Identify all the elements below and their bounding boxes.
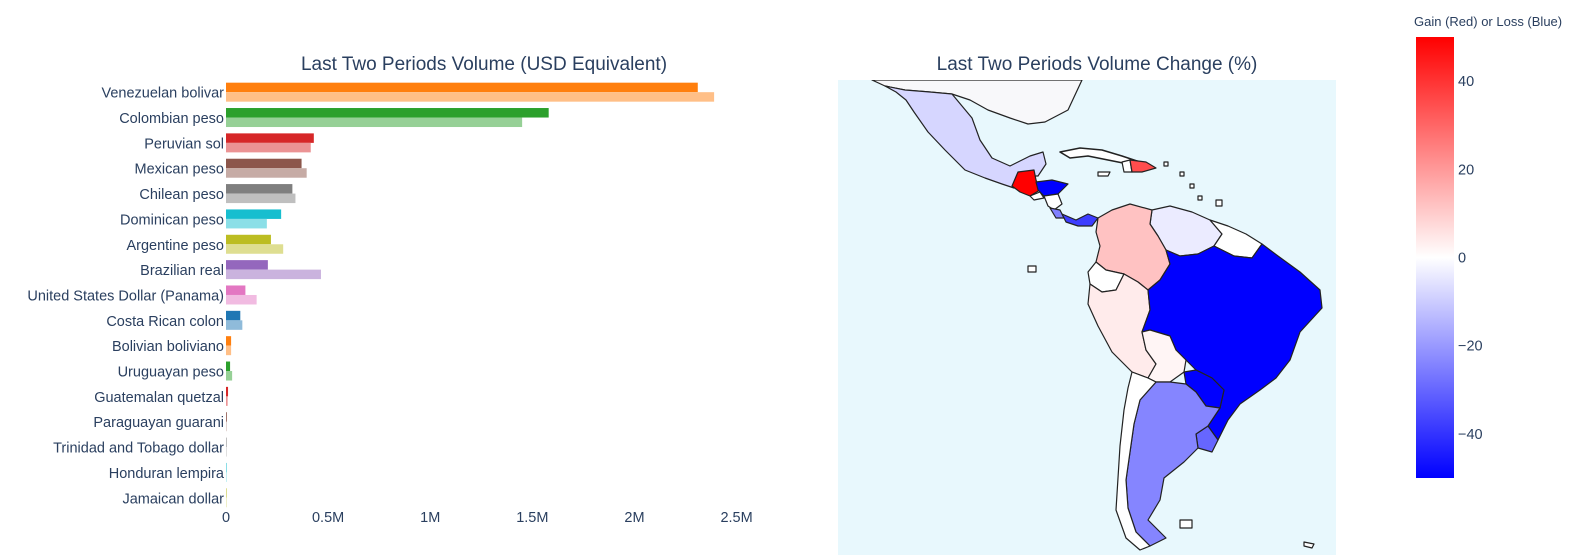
category-label: Uruguayan peso (118, 365, 224, 381)
choropleth-map: Last Two Periods Volume Change (%) (838, 54, 1336, 556)
colorbar-tick-label: 0 (1458, 251, 1466, 267)
bar-chart: Last Two Periods Volume (USD Equivalent)… (27, 54, 752, 526)
bar-current (226, 82, 698, 93)
bar-previous (226, 320, 243, 330)
x-tick-label: 2M (624, 510, 644, 526)
colorbar-tick-label: 20 (1458, 162, 1474, 178)
region-chile (1115, 371, 1157, 551)
bar-previous (226, 371, 233, 381)
bar-previous (226, 294, 257, 305)
category-label: Chilean peso (139, 187, 224, 203)
bar-previous (226, 92, 715, 102)
region-el-salvador (1029, 191, 1045, 201)
region-jamaica (1097, 171, 1111, 177)
bar-current (226, 361, 231, 372)
colorbar-tick-label: −20 (1458, 339, 1483, 355)
bar-current (226, 158, 302, 169)
category-label: Paraguayan guarani (93, 415, 224, 431)
bar-previous (226, 269, 321, 280)
x-tick-label: 1M (420, 510, 440, 526)
region-dominican-republic (1129, 159, 1157, 173)
map-title: Last Two Periods Volume Change (%) (937, 54, 1258, 75)
bar-previous (226, 142, 311, 153)
bar-current (226, 488, 227, 498)
category-label: Argentine peso (126, 238, 224, 254)
colorbar-gradient (1416, 37, 1454, 478)
bar-previous (226, 117, 523, 128)
region-panama (1061, 213, 1099, 227)
x-tick-label: 0 (222, 510, 230, 526)
bar-previous (226, 447, 227, 457)
category-label: Mexican peso (135, 162, 224, 178)
bar-current (226, 184, 293, 194)
bar-previous (226, 497, 227, 508)
category-label: Trinidad and Tobago dollar (53, 441, 224, 457)
bar-previous (226, 218, 267, 229)
region-trinidad-and-tobago (1215, 199, 1223, 207)
category-labels: Venezuelan bolivar Colombian peso Peruvian… (27, 86, 225, 508)
x-tick-label: 2.5M (720, 510, 752, 526)
colorbar-ticks: 40 20 0 −20 −40 (1458, 74, 1483, 443)
category-label: Jamaican dollar (122, 491, 224, 507)
category-label: Colombian peso (119, 111, 224, 127)
bar-current (226, 209, 282, 219)
x-tick-label: 0.5M (312, 510, 344, 526)
region-south-georgia (1303, 541, 1315, 549)
bar-current (226, 336, 232, 346)
bar-previous (226, 168, 307, 178)
colorbar-title: Gain (Red) or Loss (Blue) (1414, 14, 1562, 29)
category-label: Peruvian sol (144, 136, 224, 152)
bar-marks (226, 82, 715, 508)
bar-previous (226, 193, 296, 204)
bar-current (226, 462, 227, 473)
category-label: Bolivian boliviano (112, 339, 224, 355)
region-mexico (884, 85, 1047, 189)
bar-previous (226, 396, 228, 406)
bar-current (226, 412, 227, 422)
bar-current (226, 310, 241, 321)
x-tick-label: 1.5M (516, 510, 548, 526)
region-lesser-antilles (1163, 161, 1203, 201)
region-bolivia (1141, 329, 1187, 383)
category-label: Costa Rican colon (106, 314, 224, 330)
category-label: Honduran lempira (109, 466, 225, 482)
bar-chart-title: Last Two Periods Volume (USD Equivalent) (301, 54, 667, 75)
category-label: Dominican peso (120, 212, 224, 228)
bar-current (226, 386, 229, 397)
region-falklands (1179, 519, 1193, 529)
colorbar-tick-label: −40 (1458, 427, 1483, 443)
bar-current (226, 285, 246, 295)
bar-previous (226, 345, 232, 356)
colorbar: Gain (Red) or Loss (Blue) 40 20 0 −20 −40 (1414, 14, 1562, 478)
bar-previous (226, 472, 227, 482)
category-label: Guatemalan quetzal (94, 390, 224, 406)
colorbar-tick-label: 40 (1458, 74, 1474, 90)
bar-current (226, 437, 227, 448)
region-galapagos (1027, 265, 1037, 273)
x-axis-ticks: 0 0.5M 1M 1.5M 2M 2.5M (222, 510, 753, 526)
bar-previous (226, 244, 284, 254)
category-label: Brazilian real (140, 263, 224, 279)
category-label: Venezuelan bolivar (101, 86, 224, 102)
bar-current (226, 133, 314, 143)
bar-current (226, 234, 271, 245)
bar-current (226, 260, 268, 270)
category-label: United States Dollar (Panama) (27, 288, 224, 304)
bar-previous (226, 421, 227, 432)
bar-current (226, 108, 549, 118)
region-guatemala (1011, 169, 1041, 197)
region-nicaragua (1043, 193, 1063, 211)
